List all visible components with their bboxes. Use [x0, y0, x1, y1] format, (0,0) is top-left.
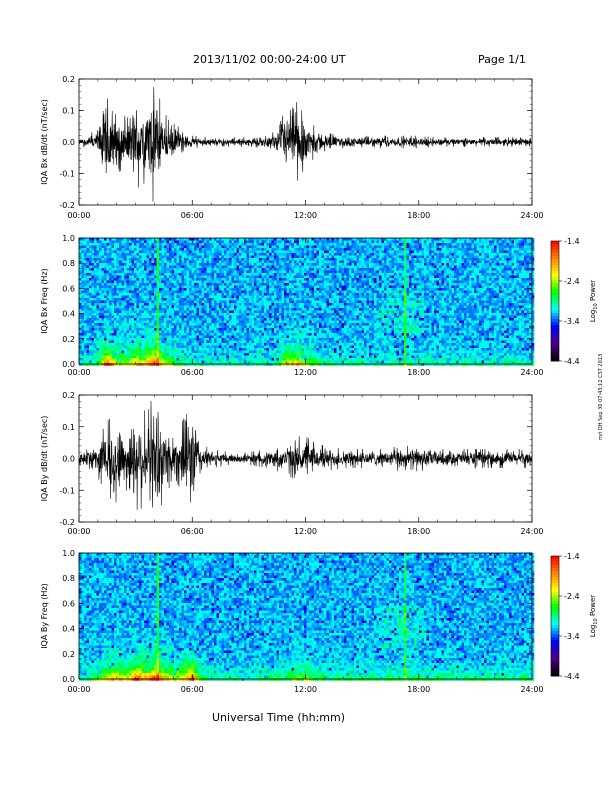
colorbar-label: Log10 Power — [589, 280, 599, 322]
x-tick-label: 06:00 — [181, 527, 204, 536]
y-tick-label: 0.2 — [62, 650, 75, 659]
timestamp-note: mrl DH Sep 30 07:43:12 CST 2013 — [598, 353, 604, 440]
x-tick-label: 24:00 — [520, 527, 543, 536]
x-tick-label: 06:00 — [181, 368, 204, 377]
y-tick-label: -0.2 — [59, 201, 75, 210]
colorbar-frame — [550, 555, 560, 677]
x-tick-label: 00:00 — [67, 368, 90, 377]
series-line-2 — [79, 400, 532, 510]
x-tick-label: 12:00 — [294, 527, 317, 536]
y-axis-label: IQA By Freq (Hz) — [40, 583, 49, 649]
y-tick-label: 0.2 — [62, 75, 75, 84]
colorbar-tick-label: -3.4 — [564, 632, 580, 641]
colorbar-tick-label: -2.4 — [564, 592, 580, 601]
x-tick-label: 00:00 — [67, 211, 90, 220]
y-tick-label: 0.0 — [62, 675, 75, 684]
x-tick-label: 12:00 — [294, 211, 317, 220]
y-tick-label: -0.1 — [59, 486, 75, 495]
colorbar-tick-label: -1.4 — [564, 552, 580, 561]
y-tick-label: 0.8 — [62, 574, 75, 583]
y-tick-label: 0.4 — [62, 310, 75, 319]
colorbar-tick-label: -4.4 — [564, 672, 580, 681]
y-tick-label: 0.4 — [62, 625, 75, 634]
y-tick-label: -0.2 — [59, 518, 75, 527]
y-tick-label: 0.2 — [62, 335, 75, 344]
x-tick-label: 12:00 — [294, 368, 317, 377]
y-tick-label: 0.6 — [62, 284, 75, 293]
x-axis-label: Universal Time (hh:mm) — [212, 711, 345, 724]
y-tick-label: 0.0 — [62, 455, 75, 464]
x-tick-label: 18:00 — [407, 685, 430, 694]
spectrogram-1 — [79, 238, 535, 366]
y-tick-label: 1.0 — [62, 549, 75, 558]
y-tick-label: -0.1 — [59, 170, 75, 179]
y-tick-label: 0.6 — [62, 599, 75, 608]
series-line-0 — [79, 87, 532, 202]
colorbar-tick-label: -1.4 — [564, 237, 580, 246]
x-tick-label: 00:00 — [67, 527, 90, 536]
colorbar-tick-label: -3.4 — [564, 317, 580, 326]
spectrogram-3 — [79, 553, 535, 681]
x-tick-label: 24:00 — [520, 211, 543, 220]
x-tick-label: 12:00 — [294, 685, 317, 694]
y-tick-label: 0.2 — [62, 391, 75, 400]
colorbar-1 — [551, 241, 559, 362]
x-tick-label: 18:00 — [407, 527, 430, 536]
y-tick-label: 0.1 — [62, 423, 75, 432]
colorbar-frame — [550, 240, 560, 362]
x-tick-label: 06:00 — [181, 685, 204, 694]
y-tick-label: 0.0 — [62, 360, 75, 369]
y-axis-label: IQA Bx dB/dt (nT/sec) — [40, 99, 49, 185]
x-tick-label: 18:00 — [407, 211, 430, 220]
colorbar-label: Log10 Power — [589, 595, 599, 637]
y-tick-label: 0.8 — [62, 259, 75, 268]
y-tick-label: 0.0 — [62, 138, 75, 147]
x-tick-label: 06:00 — [181, 211, 204, 220]
x-tick-label: 18:00 — [407, 368, 430, 377]
page-title: 2013/11/02 00:00-24:00 UT — [193, 53, 346, 66]
colorbar-tick-label: -4.4 — [564, 357, 580, 366]
page-number: Page 1/1 — [478, 53, 526, 66]
y-axis-label: IQA By dB/dt (nT/sec) — [40, 416, 49, 502]
y-tick-label: 0.1 — [62, 107, 75, 116]
colorbar-3 — [551, 556, 559, 677]
x-tick-label: 24:00 — [520, 368, 543, 377]
y-axis-label: IQA Bx Freq (Hz) — [40, 268, 49, 334]
x-tick-label: 24:00 — [520, 685, 543, 694]
y-tick-label: 1.0 — [62, 234, 75, 243]
x-tick-label: 00:00 — [67, 685, 90, 694]
colorbar-tick-label: -2.4 — [564, 277, 580, 286]
